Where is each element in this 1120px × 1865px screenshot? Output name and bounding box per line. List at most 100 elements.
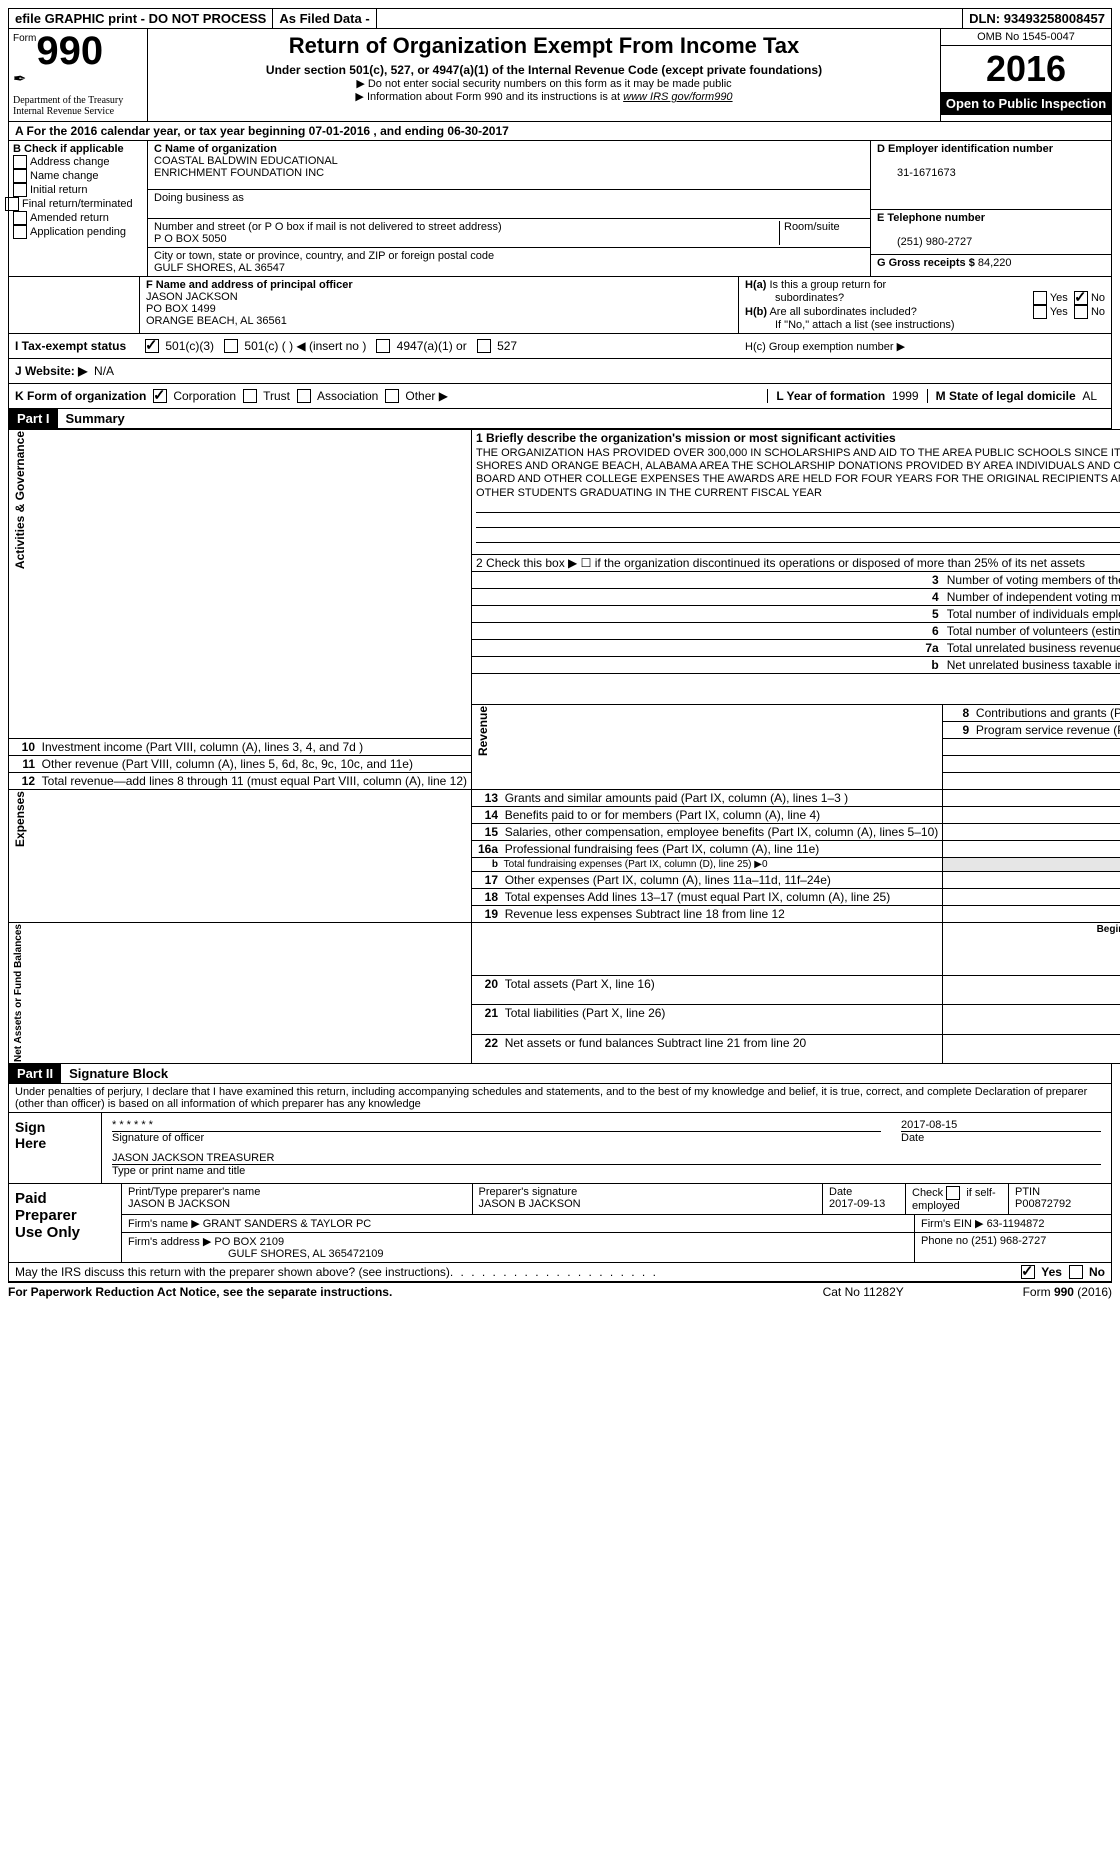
street-value: P O BOX 5050 [154,233,227,245]
footer-left: For Paperwork Reduction Act Notice, see … [8,1285,823,1299]
check-527[interactable] [477,339,491,353]
street-label: Number and street (or P O box if mail is… [154,221,502,233]
row-klm: K Form of organization Corporation Trust… [8,384,1112,409]
hb-note: If "No," attach a list (see instructions… [745,319,1105,331]
sign-block: SignHere * * * * * * Signature of office… [8,1113,1112,1184]
l-label: L Year of formation [776,389,885,403]
org-name-label: C Name of organization [154,143,277,155]
footer-mid: Cat No 11282Y [823,1285,1023,1299]
hc-label: H(c) Group exemption number ▶ [739,340,1105,353]
m-value: AL [1082,389,1097,403]
discuss-no[interactable] [1069,1265,1083,1279]
org-name-1: COASTAL BALDWIN EDUCATIONAL [154,155,338,167]
check-address-change[interactable]: Address change [13,155,143,169]
check-501c3[interactable] [145,339,159,353]
form-number: 990 [36,29,103,73]
dln-value: 93493258008457 [1004,11,1105,26]
as-filed-label: As Filed Data - [273,9,376,28]
footer-right: Form 990 (2016) [1023,1285,1112,1299]
sign-date-label: Date [901,1132,1101,1144]
sign-date: 2017-08-15 [901,1119,1101,1132]
form-note2: ▶ Information about Form 990 and its ins… [156,90,932,103]
form990-link[interactable]: www IRS gov/form990 [623,91,732,103]
tax-year: 2016 [941,46,1111,92]
l-value: 1999 [892,389,919,403]
section-expenses-label: Expenses [13,791,27,847]
officer-sig-line: * * * * * * [112,1119,881,1132]
check-trust[interactable] [243,389,257,403]
discuss-yes[interactable] [1021,1265,1035,1279]
top-bar: efile GRAPHIC print - DO NOT PROCESS As … [8,8,1112,29]
dept-treasury: Department of the Treasury [13,95,143,106]
paid-preparer-label: PaidPreparerUse Only [9,1184,122,1262]
form-header: Form990 ✒ Department of the Treasury Int… [8,29,1112,122]
city-label: City or town, state or province, country… [154,250,494,262]
dln-label: DLN: [969,11,1000,26]
row-i: I Tax-exempt status 501(c)(3) 501(c) ( )… [8,334,1112,359]
part2-title: Signature Block [61,1064,176,1083]
line-a: A For the 2016 calendar year, or tax yea… [8,122,1112,141]
mission-text: THE ORGANIZATION HAS PROVIDED OVER 300,0… [476,445,1120,502]
check-other[interactable] [385,389,399,403]
check-amended[interactable]: Amended return [13,211,143,225]
officer-name-line: JASON JACKSON TREASURER [112,1152,1101,1165]
part1-header: Part I Summary [8,409,1112,429]
room-suite-label: Room/suite [779,221,864,245]
gross-receipts-label: G Gross receipts $ [877,257,975,269]
check-name-change[interactable]: Name change [13,169,143,183]
website-value: N/A [94,364,114,378]
part1-title: Summary [58,409,133,428]
top-bar-spacer [377,9,963,28]
city-value: GULF SHORES, AL 36547 [154,262,285,274]
section-governance-label: Activities & Governance [13,431,27,569]
phone-value: (251) 980-2727 [877,236,972,248]
org-name-2: ENRICHMENT FOUNDATION INC [154,167,324,179]
line2: 2 Check this box ▶ ☐ if the organization… [472,554,1120,571]
perjury-text: Under penalties of perjury, I declare th… [8,1084,1112,1113]
row-j: J Website: ▶ N/A [8,359,1112,384]
ein-value: 31-1671673 [877,167,956,179]
section-b: B Check if applicable Address change Nam… [9,141,148,276]
efile-notice: efile GRAPHIC print - DO NOT PROCESS [9,9,273,28]
section-f: F Name and address of principal officer … [140,277,739,333]
section-b-label: B Check if applicable [13,143,143,155]
header-right: OMB No 1545-0047 2016 Open to Public Ins… [940,29,1111,121]
discuss-row: May the IRS discuss this return with the… [8,1263,1112,1282]
check-application-pending[interactable]: Application pending [13,225,143,239]
form-note1: ▶ Do not enter social security numbers o… [156,77,932,90]
m-label: M State of legal domicile [936,389,1076,403]
officer-label: F Name and address of principal officer [146,279,353,291]
check-self-employed[interactable] [946,1186,960,1200]
hb-no[interactable] [1074,305,1088,319]
form-subtitle: Under section 501(c), 527, or 4947(a)(1)… [156,63,932,77]
sign-here-label: SignHere [9,1113,102,1183]
dba-label: Doing business as [148,190,870,219]
phone-label: E Telephone number [877,212,985,224]
website-label: J Website: ▶ [15,364,87,378]
summary-table: Activities & Governance 1 Briefly descri… [8,429,1120,1064]
check-corporation[interactable] [153,389,167,403]
dln-cell: DLN: 93493258008457 [963,9,1111,28]
gross-receipts-value: 84,220 [978,257,1012,269]
dept-irs: Internal Revenue Service [13,106,143,117]
ein-label: D Employer identification number [877,143,1053,155]
section-deg: D Employer identification number 31-1671… [870,141,1111,276]
officer-sig-label: Signature of officer [112,1132,881,1144]
check-final-return[interactable]: Final return/terminated [5,197,143,211]
type-name-label: Type or print name and title [112,1165,1101,1177]
ha-no[interactable] [1074,291,1088,305]
check-501c[interactable] [224,339,238,353]
check-association[interactable] [297,389,311,403]
form-title: Return of Organization Exempt From Incom… [156,33,932,59]
check-initial-return[interactable]: Initial return [13,183,143,197]
hb-yes[interactable] [1033,305,1047,319]
section-h: H(a) Is this a group return for subordin… [739,277,1111,333]
tax-status-label: I Tax-exempt status [15,339,145,353]
ha-yes[interactable] [1033,291,1047,305]
paid-preparer-block: PaidPreparerUse Only Print/Type preparer… [8,1184,1112,1263]
begin-year-hdr: Beginning of Current Year [943,922,1120,975]
part2-header: Part II Signature Block [8,1064,1112,1084]
officer-name: JASON JACKSON [146,291,238,303]
row-fh: F Name and address of principal officer … [8,277,1112,334]
check-4947[interactable] [376,339,390,353]
